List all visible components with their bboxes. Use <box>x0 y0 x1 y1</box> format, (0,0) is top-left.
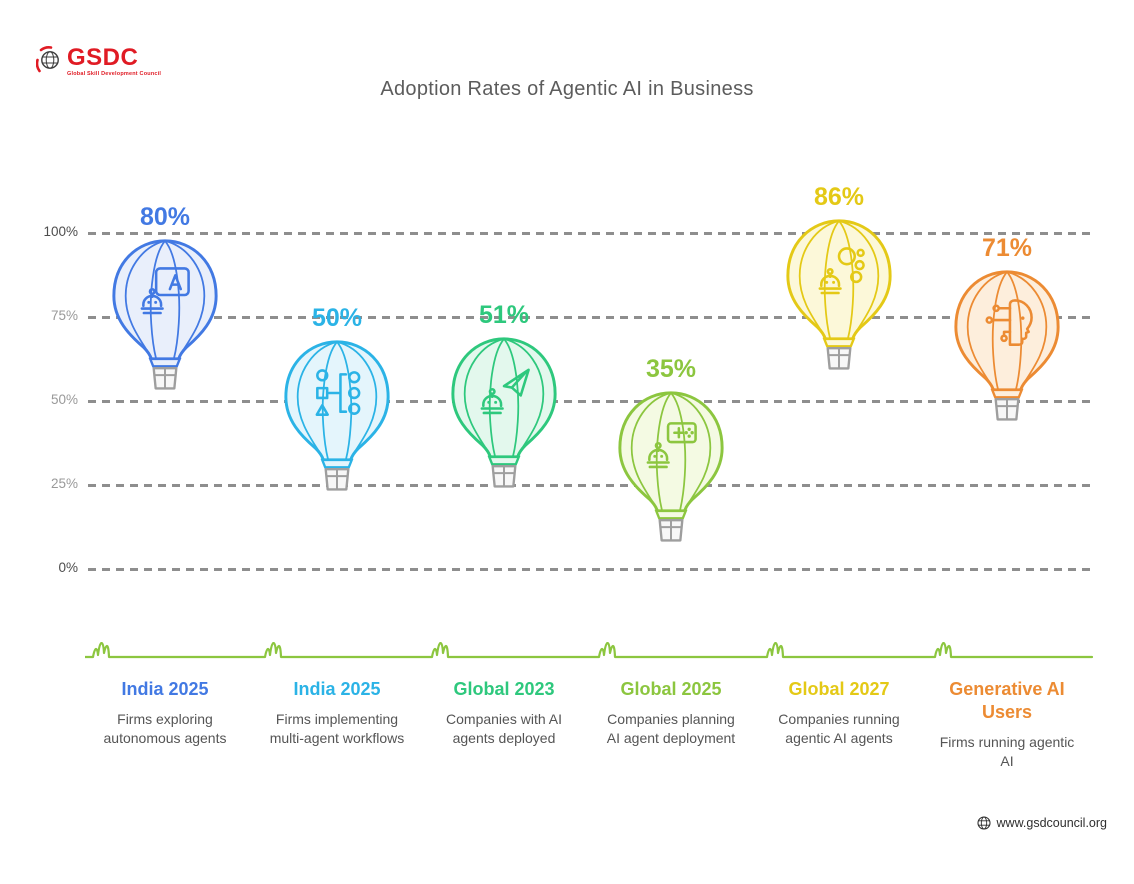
gridline-25 <box>88 484 1095 487</box>
footer: www.gsdcouncil.org <box>976 816 1107 830</box>
hot-air-balloon <box>112 239 218 390</box>
hot-air-balloon <box>954 269 1060 421</box>
category-description: Firms running agentic AI <box>939 734 1075 769</box>
percentage-label: 50% <box>311 304 363 333</box>
category-title: Global 2027 <box>788 679 890 699</box>
balloon: 86% <box>780 182 898 374</box>
category-label: Global 2025 Companies planning AI agent d… <box>601 678 741 748</box>
category-title: Generative AI Users <box>949 679 1065 722</box>
category-title: India 2025 <box>293 679 381 699</box>
page-title: Adoption Rates of Agentic AI in Business <box>380 78 754 100</box>
y-tick-label: 50% <box>50 392 78 407</box>
logo-tagline: Global Skill Development Council <box>67 71 162 77</box>
logo-text: GSDC <box>67 44 139 71</box>
category-label: India 2025 Firms implementing multi-agent… <box>267 678 407 748</box>
hot-air-balloon <box>618 390 724 542</box>
percentage-label: 71% <box>981 233 1033 262</box>
globe-logo-icon <box>36 46 59 73</box>
balloon: 51% <box>445 300 563 492</box>
hot-air-balloon <box>451 337 557 488</box>
category-description: Companies running agentic AI agents <box>778 711 900 746</box>
category-description: Companies planning AI agent deployment <box>606 711 736 746</box>
percentage-label: 86% <box>813 183 865 212</box>
y-tick-label: 75% <box>50 308 78 323</box>
category-label: India 2025 Firms exploring autonomous age… <box>95 678 235 748</box>
category-title: Global 2023 <box>453 679 555 699</box>
category-description: Firms implementing multi-agent workflows <box>269 711 405 746</box>
gsdc-logo: GSDC Global Skill Development Council <box>36 46 161 78</box>
percentage-label: 80% <box>139 203 191 232</box>
gridline-100 <box>88 232 1095 235</box>
website-url: www.gsdcouncil.org <box>996 816 1107 830</box>
grass-path <box>85 642 1094 659</box>
y-tick-label: 0% <box>58 560 78 575</box>
globe-icon <box>976 816 991 830</box>
percentage-label: 35% <box>645 354 697 383</box>
gridline-75 <box>88 316 1095 319</box>
balloon: 80% <box>106 202 224 394</box>
category-label: Global 2023 Companies with AI agents depl… <box>434 678 574 748</box>
balloon: 71% <box>948 233 1066 425</box>
balloon: 35% <box>612 354 730 546</box>
gridline-50 <box>88 400 1095 403</box>
hot-air-balloon <box>284 340 390 491</box>
category-label: Generative AI Users Firms running agentic… <box>937 678 1077 771</box>
y-tick-label: 100% <box>43 224 78 239</box>
category-description: Firms exploring autonomous agents <box>103 711 227 746</box>
y-tick-label: 25% <box>50 476 78 491</box>
category-label: Global 2027 Companies running agentic AI … <box>769 678 909 748</box>
category-description: Companies with AI agents deployed <box>446 711 562 746</box>
category-title: India 2025 <box>121 679 209 699</box>
grass-baseline <box>85 642 1094 659</box>
category-title: Global 2025 <box>620 679 722 699</box>
percentage-label: 51% <box>478 300 530 329</box>
hot-air-balloon <box>786 219 892 370</box>
gridline-0 <box>88 568 1095 571</box>
balloon: 50% <box>278 303 396 495</box>
